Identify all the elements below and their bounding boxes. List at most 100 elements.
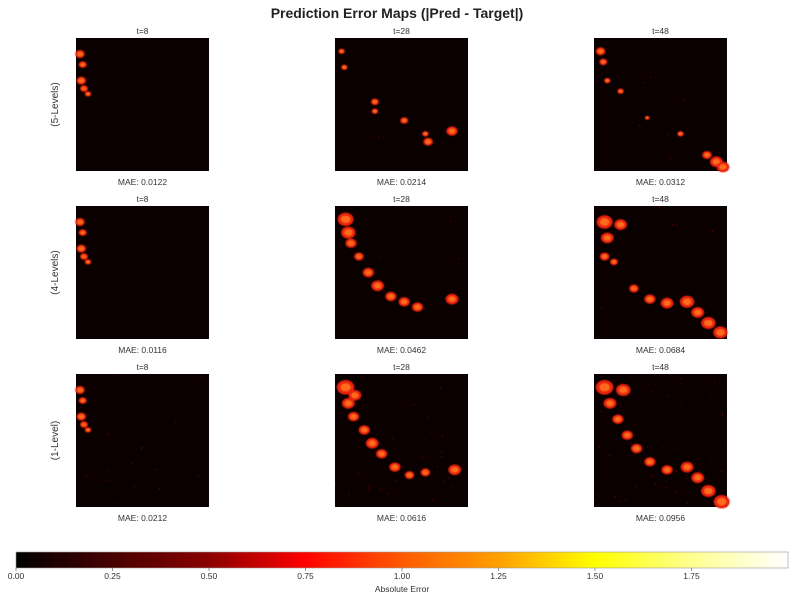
error-blob-core <box>422 470 429 475</box>
error-speckle <box>462 464 464 466</box>
error-speckle <box>90 385 92 387</box>
colorbar: 0.00 0.25 0.50 0.75 1.00 1.25 1.50 1.75 Absolut… <box>8 551 789 594</box>
error-blob-core <box>618 89 623 93</box>
error-speckle <box>705 427 707 429</box>
error-speckle <box>157 470 159 472</box>
error-speckle <box>681 403 683 405</box>
error-map-panel: t=8 MAE: 0.0122 <box>75 26 209 187</box>
error-blob-core <box>378 451 385 457</box>
error-speckle <box>412 404 414 406</box>
error-blob-core <box>601 254 608 259</box>
error-speckle <box>107 433 110 435</box>
error-speckle <box>684 454 686 456</box>
error-speckle <box>428 416 430 418</box>
error-map-background <box>76 206 209 339</box>
error-blob-core <box>77 387 83 393</box>
error-speckle <box>360 377 362 379</box>
error-speckle <box>419 430 421 432</box>
error-speckle <box>192 447 194 449</box>
error-blob-core <box>406 472 413 478</box>
column-title: t=48 <box>652 26 669 36</box>
error-blob-core <box>423 132 428 136</box>
error-speckle <box>687 271 689 273</box>
error-blob-core <box>425 139 431 144</box>
error-speckle <box>453 380 455 383</box>
error-blob-core <box>350 414 357 420</box>
error-speckle <box>712 305 715 307</box>
error-speckle <box>106 460 109 462</box>
error-speckle <box>423 439 425 441</box>
mae-label: MAE: 0.0122 <box>118 177 167 187</box>
error-streaks <box>338 48 458 146</box>
error-speckle <box>130 386 132 388</box>
error-speckle <box>402 227 404 229</box>
error-speckle <box>368 489 370 491</box>
error-speckle <box>199 437 202 439</box>
panel-grid: t=8 MAE: 0.0122 t=28 MAE: 0.0214 t=48 MAE: 0.… <box>50 26 730 523</box>
error-speckle <box>350 456 352 458</box>
error-speckle <box>144 447 146 449</box>
mae-label: MAE: 0.0214 <box>377 177 426 187</box>
error-speckle <box>614 495 616 498</box>
error-blob-core <box>365 269 372 276</box>
error-speckle <box>650 380 652 382</box>
error-speckle <box>700 463 702 465</box>
error-speckle <box>687 472 689 474</box>
error-speckle <box>612 473 614 475</box>
mae-label: MAE: 0.0956 <box>636 513 685 523</box>
error-speckle <box>376 434 378 436</box>
mae-label: MAE: 0.0462 <box>377 345 426 355</box>
error-streaks <box>596 215 728 339</box>
error-speckle <box>646 433 649 436</box>
error-blob-core <box>704 319 713 327</box>
error-speckle <box>716 448 719 450</box>
error-map-background <box>594 374 727 507</box>
error-speckle <box>448 499 451 501</box>
error-speckle <box>406 424 408 426</box>
error-speckle <box>605 411 607 413</box>
error-blob-core <box>704 152 710 158</box>
error-speckle <box>656 440 658 442</box>
error-blob-core <box>682 298 692 306</box>
error-speckle <box>665 481 667 483</box>
error-speckle <box>378 275 380 277</box>
error-speckle <box>639 125 641 127</box>
error-blob-core <box>400 299 408 305</box>
error-speckle <box>462 420 464 423</box>
error-speckle <box>651 474 654 477</box>
error-speckle <box>632 473 635 475</box>
error-speckle <box>595 426 597 428</box>
error-speckle <box>708 458 710 460</box>
error-speckle <box>595 238 597 240</box>
error-speckle <box>639 426 641 428</box>
error-speckle <box>116 503 118 505</box>
error-speckle <box>642 81 644 84</box>
error-streaks <box>336 380 462 480</box>
error-speckle <box>679 427 681 429</box>
error-speckle <box>609 454 611 456</box>
error-speckle <box>448 289 450 291</box>
error-blob-core <box>603 235 611 241</box>
error-speckle <box>450 484 453 486</box>
error-speckle <box>679 406 681 408</box>
error-speckle <box>683 99 685 101</box>
error-speckle <box>676 448 678 450</box>
error-speckle <box>431 499 433 501</box>
error-speckle <box>443 379 445 381</box>
error-speckle <box>714 128 717 130</box>
error-blob-core <box>78 414 85 419</box>
error-blob-core <box>356 254 362 259</box>
error-blob-core <box>716 329 725 336</box>
error-speckle <box>614 381 616 383</box>
error-speckle <box>345 408 347 410</box>
error-map-panel: t=8 MAE: 0.0212 <box>75 362 209 523</box>
error-speckle <box>450 220 452 222</box>
error-speckle <box>644 439 646 441</box>
error-speckle <box>388 477 390 479</box>
error-speckle <box>381 419 383 421</box>
error-blob-core <box>78 78 85 83</box>
error-speckle <box>154 468 156 470</box>
error-speckle <box>660 445 662 447</box>
error-speckle <box>604 336 606 338</box>
error-blob-core <box>678 132 683 136</box>
